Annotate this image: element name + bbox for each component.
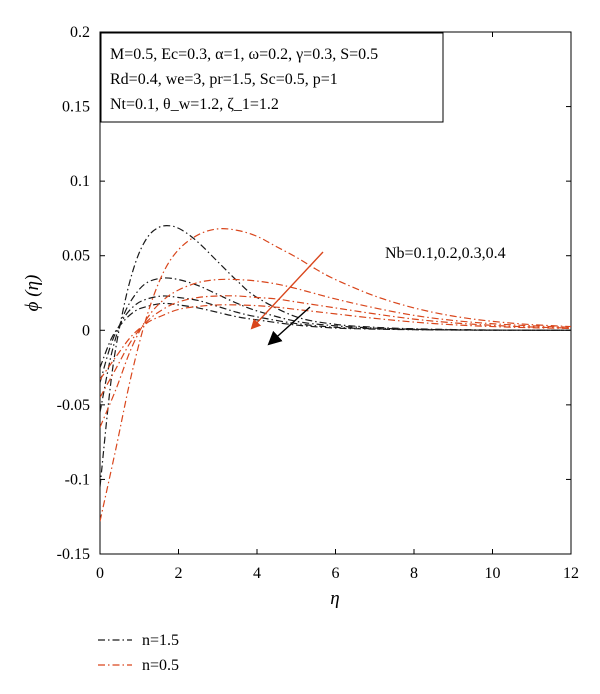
params-line-3: Nt=0.1, θ_w=1.2, ζ_1=1.2 bbox=[110, 96, 279, 113]
y-tick-label: 0.15 bbox=[62, 99, 90, 116]
red-arrow bbox=[250, 251, 324, 330]
params-line-2: Rd=0.4, we=3, pr=1.5, Sc=0.5, p=1 bbox=[110, 71, 338, 88]
y-tick-label: 0.2 bbox=[70, 24, 90, 41]
x-tick-label: 12 bbox=[563, 565, 579, 582]
x-tick-label: 4 bbox=[253, 565, 261, 582]
y-tick-label: -0.1 bbox=[65, 471, 90, 488]
black-arrow bbox=[267, 306, 311, 346]
legend-label-n15: n=1.5 bbox=[142, 632, 179, 649]
nb-annotation: Nb=0.1,0.2,0.3,0.4 bbox=[385, 245, 506, 262]
y-tick-label: 0.1 bbox=[70, 173, 90, 190]
x-tick-label: 6 bbox=[332, 565, 340, 582]
series-line-n05-nb-01 bbox=[100, 228, 571, 522]
x-tick-label: 2 bbox=[175, 565, 183, 582]
series-group bbox=[100, 225, 571, 522]
y-tick-label: -0.15 bbox=[57, 546, 90, 563]
y-tick-label: 0.05 bbox=[62, 248, 90, 265]
x-tick-label: 0 bbox=[96, 565, 104, 582]
series-line-n05-nb-04 bbox=[100, 304, 571, 380]
x-tick-label: 10 bbox=[485, 565, 501, 582]
legend: n=1.5 n=0.5 bbox=[98, 632, 179, 674]
series-line-n05-nb-02 bbox=[100, 278, 571, 428]
legend-label-n05: n=0.5 bbox=[142, 657, 179, 674]
params-box bbox=[100, 32, 444, 123]
y-tick-label: 0 bbox=[82, 322, 90, 339]
series-line-n15-nb-02 bbox=[100, 277, 571, 413]
y-tick-label: -0.05 bbox=[57, 397, 90, 414]
series-line-n05-nb-03 bbox=[100, 295, 571, 398]
series-line-n15-nb-04 bbox=[100, 302, 571, 368]
series-line-n15-nb-01 bbox=[100, 225, 571, 487]
y-axis: -0.15 -0.1 -0.05 0 0.05 0.1 0.15 0.2 bbox=[57, 24, 571, 563]
series-line-n15-nb-03 bbox=[100, 295, 571, 383]
y-axis-label: ϕ (η) bbox=[22, 275, 43, 312]
x-tick-label: 8 bbox=[410, 565, 418, 582]
x-axis-label: η bbox=[330, 588, 339, 609]
params-line-1: M=0.5, Ec=0.3, α=1, ω=0.2, γ=0.3, S=0.5 bbox=[110, 46, 378, 63]
